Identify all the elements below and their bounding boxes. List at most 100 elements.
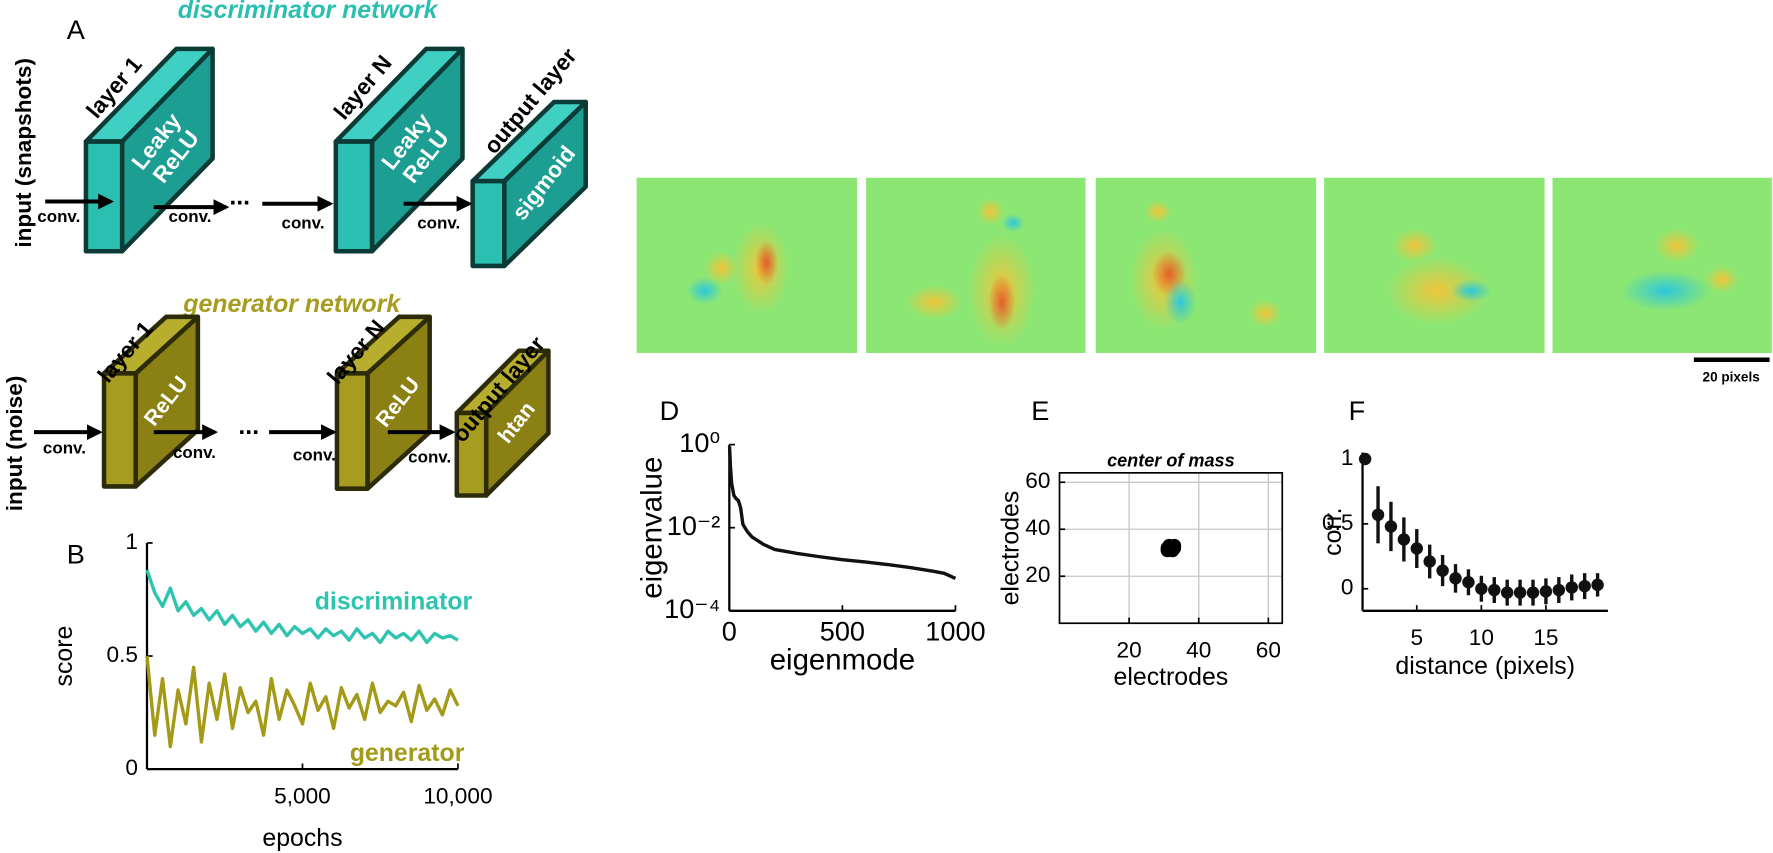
x-tick-label: 10 — [1469, 625, 1494, 650]
layer-box — [334, 314, 432, 491]
ellipsis: ... — [238, 412, 259, 440]
image-blob — [1164, 279, 1197, 325]
box-front — [101, 371, 138, 489]
x-tick-label: 40 — [1186, 637, 1211, 662]
data-point — [1397, 533, 1411, 546]
series-label: discriminator — [315, 587, 473, 615]
box-front — [454, 410, 489, 498]
conv-label: conv. — [43, 439, 86, 458]
data-point — [1539, 585, 1553, 598]
image-blob — [704, 251, 739, 286]
conv-label: conv. — [293, 445, 336, 464]
y-tick-label: 60 — [1025, 468, 1050, 493]
image-blob — [1386, 256, 1489, 325]
image-blob — [1248, 299, 1283, 327]
x-tick-label: 15 — [1533, 625, 1558, 650]
input-label: input (noise) — [2, 376, 27, 512]
box-front — [333, 139, 375, 254]
data-point — [1578, 579, 1591, 593]
line-series — [145, 569, 459, 645]
y-axis-label: corr. — [1319, 507, 1347, 555]
panel-label: A — [67, 14, 86, 45]
conv-label: conv. — [173, 443, 216, 462]
x-tick-label: 500 — [820, 616, 865, 647]
scale-bar-label: 20 pixels — [1703, 369, 1760, 384]
series-label: generator — [350, 739, 465, 767]
image-blob — [976, 198, 1005, 226]
y-tick-label: 0 — [1341, 575, 1354, 600]
x-tick-label: 60 — [1256, 637, 1281, 662]
data-point — [1449, 572, 1462, 585]
data-point — [1526, 586, 1540, 599]
panel-label: D — [660, 395, 680, 426]
y-axis-label: electrodes — [997, 491, 1025, 606]
x-tick-label: 5,000 — [274, 783, 331, 808]
image-blob — [1654, 228, 1700, 263]
x-tick-label: 5 — [1410, 625, 1423, 650]
input-label: input (snapshots) — [11, 58, 36, 248]
x-tick-label: 1000 — [925, 616, 985, 647]
data-point — [1410, 542, 1424, 555]
data-point — [1371, 508, 1385, 522]
y-tick-label: 10⁰ — [679, 427, 720, 458]
y-tick-label: 10⁻² — [667, 510, 721, 541]
box-front — [83, 139, 125, 254]
data-point — [1513, 586, 1527, 599]
panel-label: E — [1031, 395, 1049, 426]
image-panel — [1552, 177, 1772, 354]
conv-label: conv. — [168, 207, 211, 226]
image-blob — [1391, 228, 1438, 263]
y-tick-label: 0.5 — [1322, 510, 1353, 535]
scatter-point — [1160, 543, 1175, 558]
data-point — [1436, 564, 1449, 577]
data-point — [1591, 578, 1604, 592]
line-series — [145, 655, 460, 749]
y-tick-label: 1 — [125, 529, 138, 554]
data-point — [1488, 583, 1501, 597]
y-tick-label: 20 — [1025, 562, 1050, 587]
data-point — [1462, 576, 1475, 589]
image-blob — [1450, 279, 1492, 303]
layer-box — [101, 314, 201, 489]
layer-box — [83, 46, 215, 254]
x-axis-label: eigenmode — [770, 643, 915, 676]
y-axis-label: eigenvalue — [635, 457, 668, 599]
x-tick-label: 20 — [1117, 637, 1142, 662]
box-front — [470, 178, 507, 269]
x-axis-label: electrodes — [1114, 663, 1229, 691]
image-blob — [1705, 265, 1740, 294]
data-point — [1552, 583, 1566, 597]
x-axis-label: distance (pixels) — [1395, 652, 1575, 680]
panel-label: B — [67, 539, 85, 570]
y-tick-label: 0.5 — [107, 642, 138, 667]
network-title: generator network — [182, 290, 401, 318]
y-axis-label: score — [50, 626, 78, 687]
image-blob — [1001, 213, 1025, 233]
y-tick-label: 10⁻⁴ — [664, 593, 720, 624]
conv-label: conv. — [408, 448, 451, 467]
ellipsis: ... — [229, 183, 250, 211]
image-blob — [905, 285, 963, 320]
image-blob — [755, 239, 778, 286]
x-tick-label: 10,000 — [423, 783, 492, 808]
image-blob — [988, 273, 1016, 331]
data-point — [1475, 582, 1488, 595]
box-front — [334, 371, 370, 491]
image-panel — [1095, 177, 1317, 354]
image-blob — [1620, 270, 1711, 312]
conv-label: conv. — [417, 214, 460, 233]
x-axis-label: epochs — [262, 824, 342, 852]
image-blob — [1144, 200, 1172, 223]
panel-label: F — [1349, 395, 1366, 426]
image-blob — [686, 277, 723, 305]
layer-box — [333, 46, 465, 254]
conv-label: conv. — [37, 207, 80, 226]
line-series — [727, 446, 957, 581]
chart-title: center of mass — [1107, 450, 1235, 470]
y-tick-label: 0 — [125, 755, 138, 780]
y-tick-label: 40 — [1025, 515, 1050, 540]
data-point — [1500, 586, 1514, 599]
axes-frame — [1058, 472, 1284, 625]
